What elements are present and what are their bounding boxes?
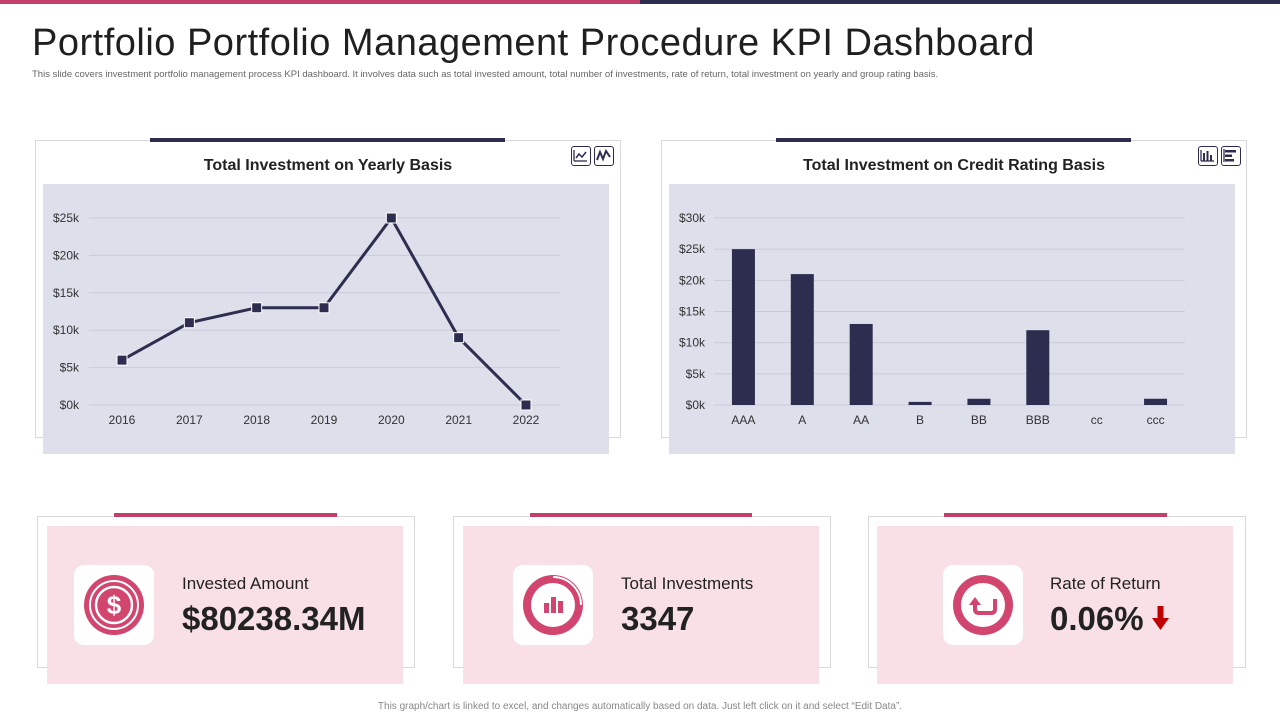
x-tick-label: 2022 (513, 413, 540, 427)
x-tick-label: AAA (731, 413, 755, 427)
top-accent-bar-navy (640, 0, 1280, 4)
line-chart-icon (573, 150, 587, 162)
x-tick-label: B (916, 413, 924, 427)
kpi-icon-box (943, 565, 1023, 645)
horizontal-bar-toggle[interactable] (1221, 146, 1241, 166)
x-tick-label: BB (971, 413, 987, 427)
y-tick-label: $15k (679, 305, 706, 319)
y-tick-label: $10k (53, 323, 80, 337)
kpi-label-invested-amount: Invested Amount (182, 574, 309, 593)
credit-chart-title: Total Investment on Credit Rating Basis (803, 157, 1105, 174)
kpi-value-rate-of-return: 0.06% (1050, 600, 1144, 637)
card-accent-bar (150, 138, 505, 142)
kpi-label-total-investments: Total Investments (621, 574, 754, 593)
x-tick-label: cc (1091, 413, 1103, 427)
bar (1026, 330, 1050, 405)
yearly-chart-plot-area (43, 184, 609, 454)
kpi-value-invested-amount: $80238.34M (182, 600, 366, 637)
bar-chart-icon (523, 575, 583, 635)
kpi-panel-rate-of-return (877, 526, 1233, 684)
y-tick-label: $25k (53, 211, 80, 225)
bar (908, 401, 932, 405)
y-tick-label: $0k (60, 398, 80, 412)
yearly-chart-title: Total Investment on Yearly Basis (203, 157, 453, 174)
footer-note: This graph/chart is linked to excel, and… (377, 701, 903, 712)
bar (731, 249, 755, 405)
bar (790, 274, 814, 405)
y-tick-label: $20k (53, 248, 80, 262)
y-tick-label: $20k (679, 273, 706, 287)
data-point (385, 212, 397, 224)
kpi-icon-box (513, 565, 593, 645)
card-accent-bar (776, 138, 1131, 142)
trend-down-arrow-icon (1152, 606, 1169, 630)
dollar-icon: $ (84, 575, 144, 635)
kpi-label-rate-of-return: Rate of Return (1050, 574, 1161, 593)
bar (849, 323, 873, 405)
data-point (520, 399, 532, 411)
kpi-accent-bar (114, 513, 337, 517)
y-tick-label: $25k (679, 242, 706, 256)
top-accent-bar-pink (0, 0, 640, 4)
yearly-line-chart: $0k $5k $10k $15k $20k $25k 2016 2017 2018 2019 20… (53, 211, 560, 427)
line-chart-toggle[interactable] (571, 146, 591, 166)
x-tick-label: BBB (1026, 413, 1050, 427)
y-tick-label: $5k (686, 367, 706, 381)
x-tick-label: 2021 (445, 413, 472, 427)
x-tick-label: 2020 (378, 413, 405, 427)
kpi-value-total-investments: 3347 (621, 600, 695, 637)
x-tick-label: 2017 (176, 413, 203, 427)
data-point (251, 302, 263, 314)
bar (1144, 398, 1168, 405)
data-point (183, 317, 195, 329)
sparkline-toggle[interactable] (594, 146, 614, 166)
bar (967, 398, 991, 405)
kpi-accent-bar (530, 513, 752, 517)
kpi-accent-bar (944, 513, 1167, 517)
bar-chart-toggle[interactable] (1198, 146, 1218, 166)
x-tick-label: 2016 (109, 413, 136, 427)
kpi-icon-box: $ (74, 565, 154, 645)
x-tick-label: AA (853, 413, 869, 427)
horizontal-bar-icon (1223, 149, 1236, 162)
y-tick-label: $30k (679, 211, 706, 225)
y-tick-label: $5k (60, 361, 80, 375)
y-tick-label: $0k (686, 398, 706, 412)
page-subtitle: This slide covers investment portfolio m… (32, 69, 939, 80)
credit-chart-plot-area (669, 184, 1235, 454)
svg-text:$: $ (107, 590, 122, 620)
page-title: Portfolio Portfolio Management Procedure… (32, 22, 1035, 64)
data-point (453, 332, 465, 344)
x-tick-label: A (798, 413, 806, 427)
data-point (318, 302, 330, 314)
data-point (116, 354, 128, 366)
x-tick-label: 2018 (243, 413, 270, 427)
bar-chart-icon (1200, 150, 1214, 162)
x-tick-label: ccc (1147, 413, 1165, 427)
return-arrow-icon (953, 575, 1013, 635)
y-tick-label: $15k (53, 286, 80, 300)
x-tick-label: 2019 (311, 413, 338, 427)
sparkline-icon (596, 148, 611, 162)
y-tick-label: $10k (679, 336, 706, 350)
